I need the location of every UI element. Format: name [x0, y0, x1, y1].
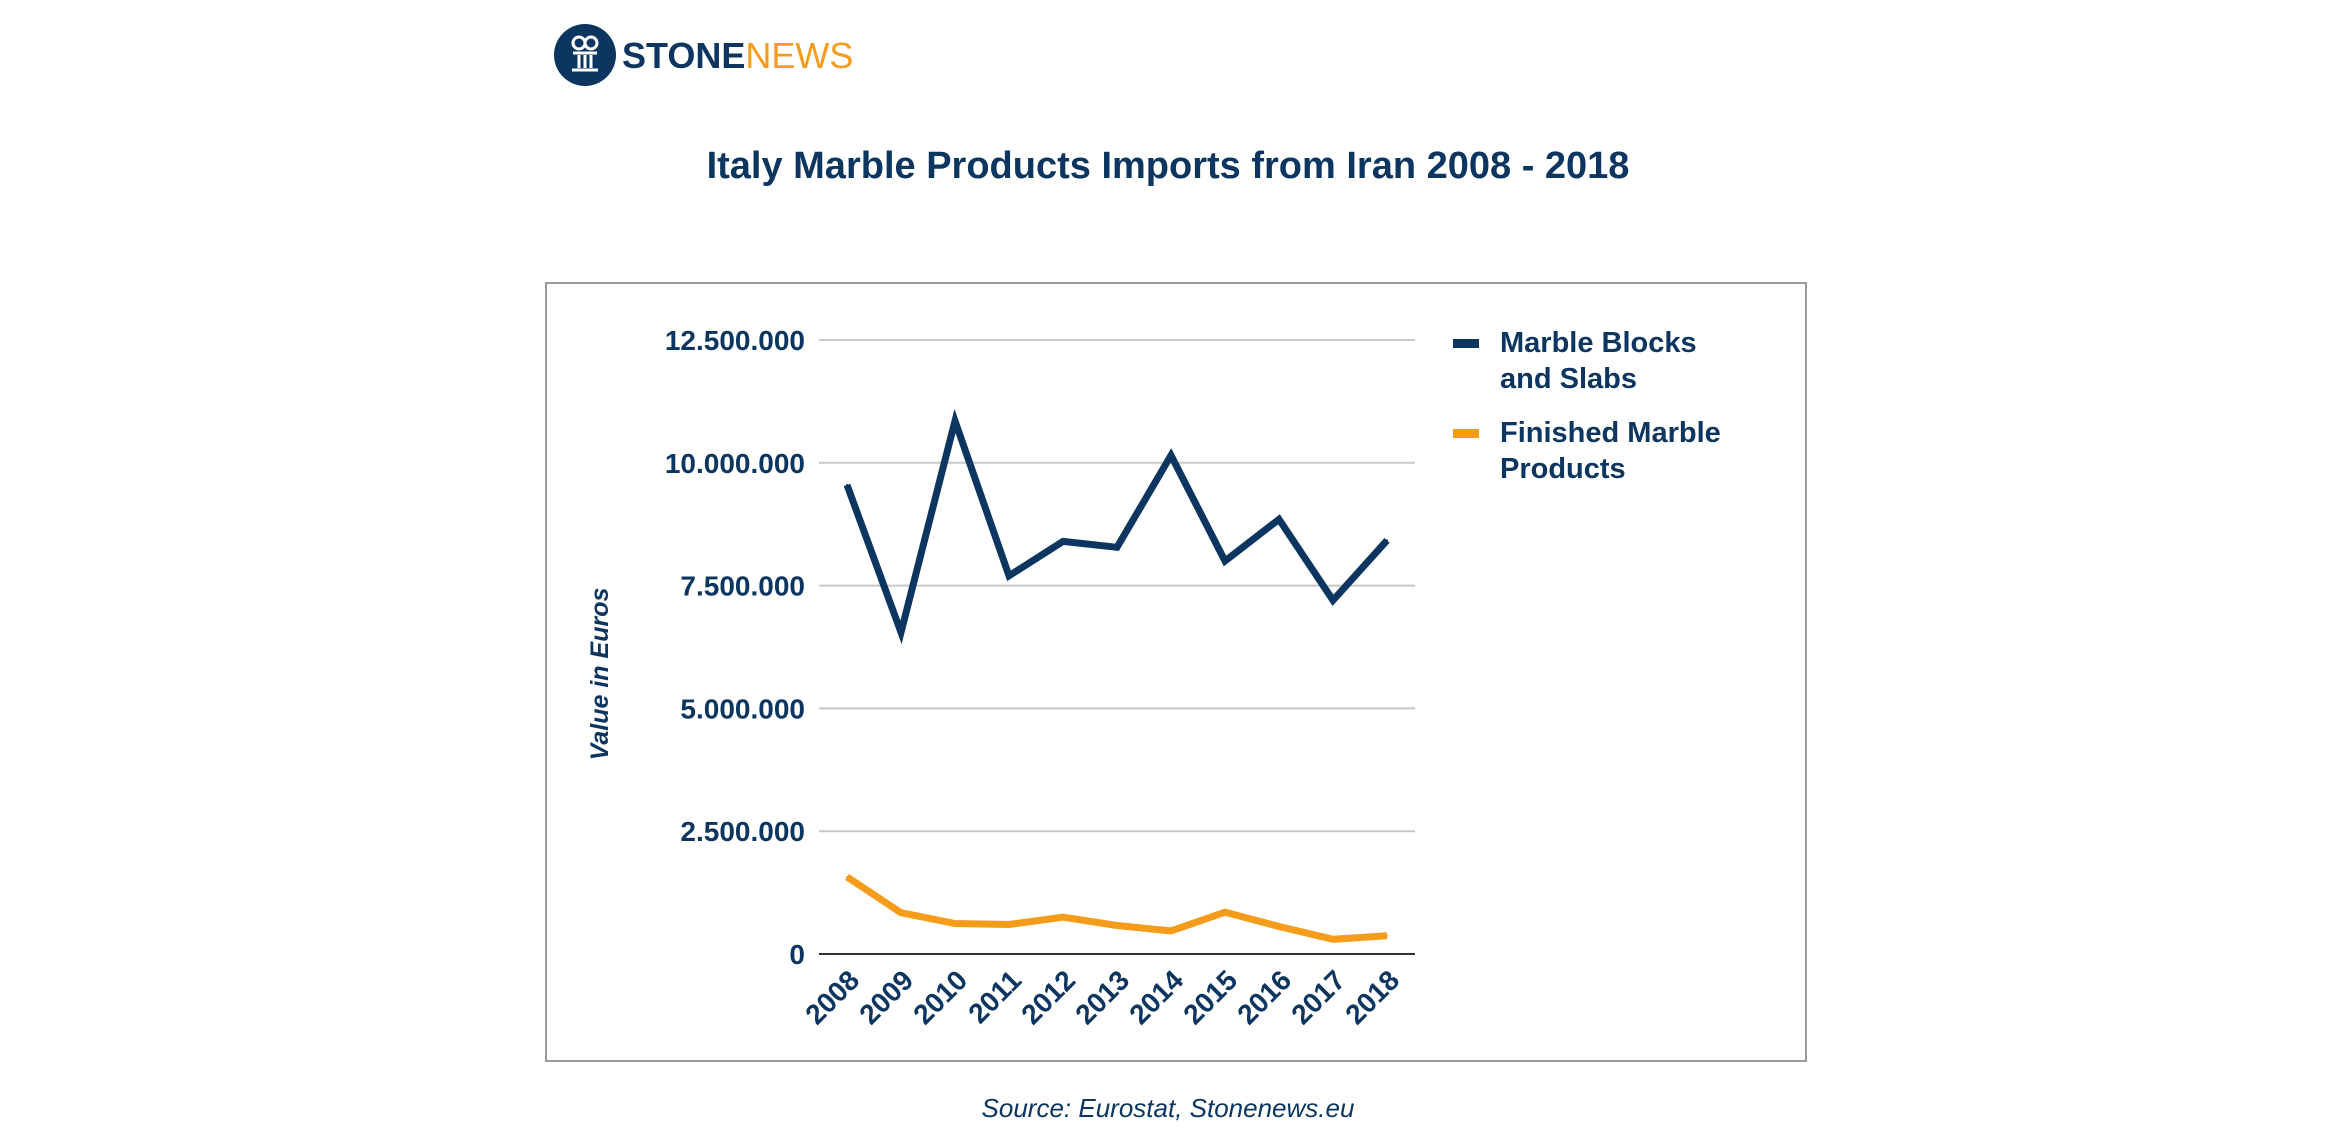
x-tick-label: 2008: [799, 964, 865, 1030]
line-chart: 0 2.500.000 5.000.000 7.500.000 10.000.000 12…: [586, 325, 1721, 1030]
x-tick-label: 2011: [962, 964, 1027, 1029]
data-point: [954, 922, 956, 925]
legend-label: Products: [1500, 453, 1626, 485]
legend-label: and Slabs: [1500, 363, 1637, 395]
legend-label: Marble Blocks: [1500, 327, 1697, 359]
legend: Marble Blocks and Slabs Finished Marble Pro…: [1453, 327, 1721, 485]
data-point: [1116, 924, 1118, 927]
data-point: [1008, 923, 1010, 926]
y-tick-label: 0: [789, 939, 805, 970]
x-tick-label: 2009: [853, 964, 919, 1030]
y-tick-label: 7.500.000: [680, 571, 805, 602]
logo-text-stone: STONE: [622, 35, 745, 76]
data-point: [1278, 925, 1280, 928]
x-tick-label: 2014: [1123, 964, 1189, 1030]
y-tick-label: 12.500.000: [665, 325, 805, 356]
source-note: Source: Eurostat, Stonenews.eu: [981, 1093, 1355, 1123]
legend-label: Finished Marble: [1500, 417, 1721, 449]
data-point: [1224, 560, 1226, 563]
data-point: [1224, 911, 1226, 914]
data-point: [1386, 539, 1388, 542]
svg-text:STONENEWS: STONENEWS: [622, 35, 853, 76]
data-point: [846, 483, 848, 486]
x-tick-label: 2013: [1069, 964, 1135, 1030]
x-tick-label: 2015: [1177, 964, 1243, 1030]
stonenews-logo: STONENEWS: [554, 24, 853, 86]
data-point: [1170, 454, 1172, 457]
series-line-finished-marble-products: [845, 873, 1388, 943]
data-point: [900, 631, 902, 634]
data-point: [1170, 929, 1172, 932]
grid-lines: [819, 339, 1415, 955]
data-point: [1332, 599, 1334, 602]
y-tick-label: 2.500.000: [680, 816, 805, 847]
x-tick-label: 2012: [1015, 964, 1081, 1030]
x-tick-label: 2017: [1285, 964, 1351, 1030]
data-point: [1278, 518, 1280, 521]
data-point: [900, 911, 902, 914]
series-line-marble-blocks-and-slabs: [843, 408, 1390, 645]
data-point: [1062, 916, 1064, 919]
legend-swatch: [1453, 429, 1479, 438]
data-point: [1116, 546, 1118, 549]
y-tick-label: 5.000.000: [680, 693, 805, 724]
chart-frame: 0 2.500.000 5.000.000 7.500.000 10.000.000 12…: [545, 282, 1807, 1062]
logo-text-news: NEWS: [745, 35, 853, 76]
data-point: [1386, 934, 1388, 937]
y-tick-label: 10.000.000: [665, 448, 805, 479]
x-tick-label: 2010: [907, 964, 973, 1030]
y-axis-label: Value in Euros: [586, 588, 614, 761]
x-axis-ticks: 2008200920102011201220132014201520162017…: [799, 964, 1405, 1030]
x-tick-label: 2018: [1339, 964, 1405, 1030]
data-point: [1332, 938, 1334, 941]
data-point: [1062, 540, 1064, 543]
chart-title: Italy Marble Products Imports from Iran …: [706, 145, 1630, 187]
y-axis-ticks: 0 2.500.000 5.000.000 7.500.000 10.000.000 12…: [665, 325, 805, 970]
legend-swatch: [1453, 339, 1479, 348]
data-point: [954, 420, 956, 423]
data-point: [1008, 574, 1010, 577]
series-lines: [843, 408, 1390, 943]
x-tick-label: 2016: [1231, 964, 1297, 1030]
column-icon: [571, 35, 599, 72]
data-point: [846, 875, 848, 878]
